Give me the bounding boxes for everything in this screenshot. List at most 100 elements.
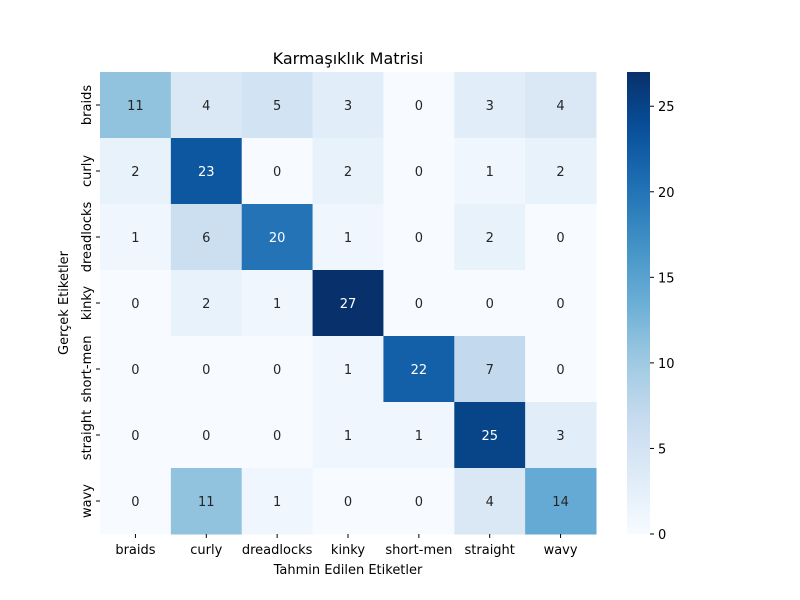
cell-value-label: 25 xyxy=(481,429,498,444)
cell-value-label: 23 xyxy=(198,165,215,180)
cell-value-label: 3 xyxy=(486,99,494,114)
cell-value-label: 0 xyxy=(556,231,564,246)
cell-value-label: 2 xyxy=(202,297,210,312)
colorbar-tick-label: 15 xyxy=(658,271,675,286)
cell-value-label: 2 xyxy=(131,165,139,180)
cell-value-label: 2 xyxy=(486,231,494,246)
heatmap-cell xyxy=(454,402,526,469)
cell-value-label: 0 xyxy=(202,429,210,444)
heatmap-cell xyxy=(383,72,455,139)
y-axis-label: Gerçek Etiketler xyxy=(57,250,72,355)
heatmap-cell xyxy=(241,72,314,139)
y-tick-label: short-men xyxy=(80,336,95,403)
cell-value-label: 0 xyxy=(273,429,281,444)
cell-value-label: 0 xyxy=(344,495,352,510)
y-tick-label: kinky xyxy=(80,286,95,320)
heatmap-cell xyxy=(525,72,597,139)
y-tick-label: dreadlocks xyxy=(80,202,95,273)
heatmap-cell xyxy=(312,204,384,271)
cell-value-label: 7 xyxy=(486,363,494,378)
x-tick-label: kinky xyxy=(331,543,365,558)
heatmap-cells: 11 4 5 3 0 3 42 23 0 2 0 1 21 6 20 1 0 2 00 2 1 27 0 0 00 0 0 1 22 7 0… xyxy=(100,72,597,535)
cell-value-label: 0 xyxy=(202,363,210,378)
cell-value-label: 1 xyxy=(486,165,494,180)
cell-value-label: 1 xyxy=(273,495,281,510)
heatmap-cell xyxy=(241,468,314,535)
heatmap-cell xyxy=(312,468,384,535)
cell-value-label: 3 xyxy=(556,429,564,444)
cell-value-label: 1 xyxy=(415,429,423,444)
heatmap-cell xyxy=(170,336,243,403)
heatmap-cell xyxy=(241,138,314,205)
colorbar-tick-label: 5 xyxy=(658,442,666,457)
heatmap-cell xyxy=(100,270,172,337)
cell-value-label: 2 xyxy=(344,165,352,180)
colorbar-tick-label: 0 xyxy=(658,528,666,543)
heatmap-cell xyxy=(312,402,384,469)
cell-value-label: 4 xyxy=(556,99,564,114)
x-tick-label: short-men xyxy=(385,543,452,558)
heatmap-cell xyxy=(383,138,455,205)
cell-value-label: 4 xyxy=(202,99,210,114)
cell-value-label: 0 xyxy=(415,297,423,312)
cell-value-label: 0 xyxy=(556,297,564,312)
x-tick-label: braids xyxy=(115,543,155,558)
cell-value-label: 4 xyxy=(486,495,494,510)
y-tick-label: straight xyxy=(80,410,95,460)
colorbar-tick-label: 20 xyxy=(658,186,675,201)
heatmap-cell xyxy=(454,336,526,403)
x-axis-label: Tahmin Edilen Etiketler xyxy=(273,563,423,578)
y-axis-ticks: braids curly dreadlocks kinky short-men strai… xyxy=(80,85,100,518)
heatmap-cell xyxy=(454,468,526,535)
cell-value-label: 0 xyxy=(131,495,139,510)
cell-value-label: 0 xyxy=(486,297,494,312)
heatmap-cell xyxy=(383,402,455,469)
cell-value-label: 0 xyxy=(415,99,423,114)
x-axis-ticks: braids curly dreadlocks kinky short-men strai… xyxy=(115,534,578,558)
heatmap-cell xyxy=(100,138,172,205)
heatmap-cell xyxy=(100,72,172,139)
heatmap-cell xyxy=(454,270,526,337)
heatmap-cell xyxy=(454,72,526,139)
heatmap-cell xyxy=(241,336,314,403)
cell-value-label: 11 xyxy=(198,495,215,510)
heatmap-cell xyxy=(100,336,172,403)
heatmap-cell xyxy=(100,204,172,271)
heatmap-cell xyxy=(170,72,243,139)
y-tick-label: braids xyxy=(80,85,95,125)
cell-value-label: 0 xyxy=(131,297,139,312)
cell-value-label: 1 xyxy=(131,231,139,246)
cell-value-label: 11 xyxy=(127,99,144,114)
cell-value-label: 3 xyxy=(344,99,352,114)
cell-value-label: 1 xyxy=(273,297,281,312)
heatmap-cell xyxy=(170,468,243,535)
cell-value-label: 0 xyxy=(273,165,281,180)
x-tick-label: curly xyxy=(190,543,222,558)
heatmap-cell xyxy=(170,138,243,205)
colorbar-tick-label: 10 xyxy=(658,357,675,372)
heatmap-cell xyxy=(312,72,384,139)
cell-value-label: 0 xyxy=(415,495,423,510)
heatmap-cell xyxy=(454,138,526,205)
cell-value-label: 27 xyxy=(340,297,357,312)
cell-value-label: 1 xyxy=(344,363,352,378)
heatmap-cell xyxy=(170,204,243,271)
heatmap-cell xyxy=(100,402,172,469)
heatmap-cell xyxy=(312,138,384,205)
heatmap-cell xyxy=(525,138,597,205)
cell-value-label: 1 xyxy=(344,429,352,444)
colorbar-tick-label: 25 xyxy=(658,100,675,115)
heatmap-cell xyxy=(312,336,384,403)
chart-title: Karmaşıklık Matrisi xyxy=(273,49,424,68)
y-tick-label: curly xyxy=(80,155,95,187)
heatmap-cell xyxy=(525,270,597,337)
heatmap-cell xyxy=(525,468,597,535)
cell-value-label: 6 xyxy=(202,231,210,246)
x-tick-label: wavy xyxy=(544,543,578,558)
cell-value-label: 1 xyxy=(344,231,352,246)
heatmap-cell xyxy=(241,270,314,337)
heatmap-cell xyxy=(170,270,243,337)
cell-value-label: 0 xyxy=(556,363,564,378)
heatmap-cell xyxy=(312,270,384,337)
